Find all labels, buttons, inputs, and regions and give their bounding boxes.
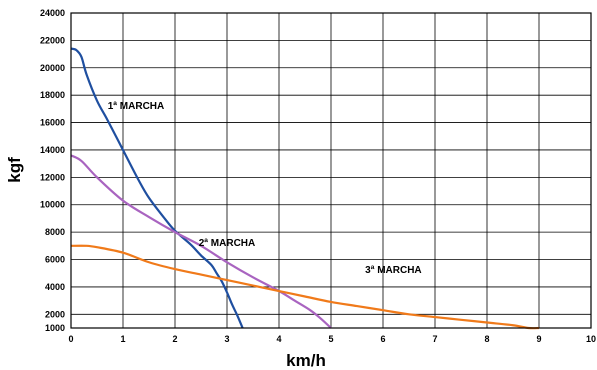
y-tick-labels: 1000 2000 4000 6000 8000 10000 12000 14000 16000… <box>40 8 65 333</box>
y-tick-label: 8000 <box>45 227 65 237</box>
series-line-1 <box>70 47 244 329</box>
y-tick-label: 24000 <box>40 8 65 18</box>
x-axis-title: km/h <box>286 351 326 370</box>
x-tick-label: 2 <box>172 334 177 344</box>
x-tick-label: 1 <box>120 334 125 344</box>
grid <box>70 12 592 329</box>
x-tick-label: 8 <box>484 334 489 344</box>
y-axis-title: kgf <box>5 157 24 183</box>
x-tick-label: 3 <box>224 334 229 344</box>
y-tick-label: 20000 <box>40 63 65 73</box>
x-tick-label: 7 <box>432 334 437 344</box>
plot-border <box>70 12 592 329</box>
x-tick-label: 10 <box>586 334 596 344</box>
series-group <box>70 47 540 330</box>
y-tick-label: 10000 <box>40 200 65 210</box>
y-tick-label: 22000 <box>40 35 65 45</box>
gear-annotation-2: 2ª MARCHA <box>199 238 255 249</box>
gear-annotation-3: 3ª MARCHA <box>365 265 421 276</box>
gear-annotation-1: 1ª MARCHA <box>108 101 164 112</box>
series-line-3 <box>70 244 540 330</box>
y-tick-label: 14000 <box>40 145 65 155</box>
x-tick-label: 9 <box>536 334 541 344</box>
y-tick-label: 6000 <box>45 255 65 265</box>
x-tick-labels: 0 1 2 3 4 5 6 7 8 9 10 <box>68 334 596 344</box>
y-tick-label: 18000 <box>40 90 65 100</box>
y-tick-label: 4000 <box>45 282 65 292</box>
y-tick-label: 16000 <box>40 118 65 128</box>
series-line-2 <box>70 154 332 329</box>
annotations: 1ª MARCHA 2ª MARCHA 3ª MARCHA <box>108 101 422 276</box>
y-tick-label: 1000 <box>45 323 65 333</box>
x-tick-label: 5 <box>328 334 333 344</box>
x-tick-label: 0 <box>68 334 73 344</box>
y-tick-label: 2000 <box>45 309 65 319</box>
plot-frame <box>70 12 592 329</box>
x-tick-label: 4 <box>276 334 281 344</box>
x-tick-label: 6 <box>380 334 385 344</box>
y-tick-label: 12000 <box>40 172 65 182</box>
